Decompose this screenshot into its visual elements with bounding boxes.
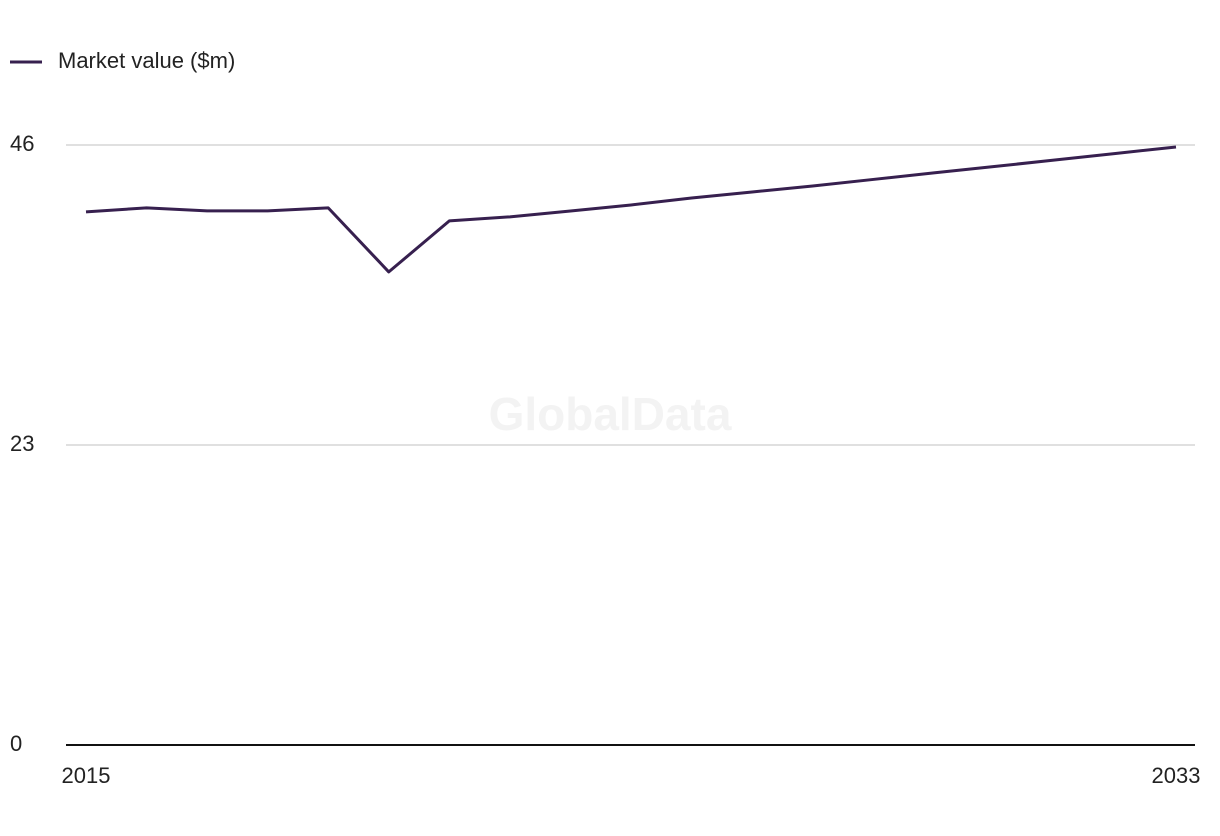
y-tick-label: 0 bbox=[10, 731, 22, 756]
x-tick-label: 2033 bbox=[1152, 763, 1201, 788]
y-tick-label: 46 bbox=[10, 131, 34, 156]
x-tick-label: 2015 bbox=[62, 763, 111, 788]
line-series bbox=[85, 145, 1177, 274]
watermark: GlobalData bbox=[489, 388, 732, 440]
y-tick-label: 23 bbox=[10, 431, 34, 456]
legend-label: Market value ($m) bbox=[58, 48, 235, 73]
